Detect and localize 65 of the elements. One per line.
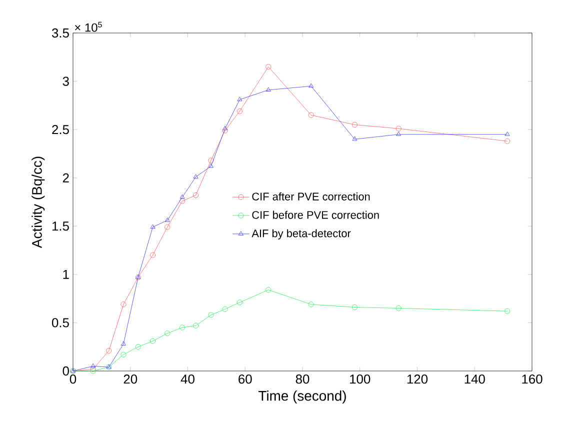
point	[266, 64, 272, 70]
point	[164, 224, 170, 230]
point	[308, 302, 314, 308]
legend-label: AIF by beta-detector	[252, 229, 351, 240]
y-tick-label: 2	[62, 173, 69, 182]
point	[106, 348, 112, 354]
point	[208, 312, 214, 318]
point	[164, 218, 170, 222]
point	[504, 308, 510, 314]
y-tick-label: 1.5	[52, 222, 69, 231]
point	[150, 224, 156, 229]
x-tick-label: 20	[124, 374, 138, 384]
point	[180, 198, 186, 204]
x-tick-label: 100	[350, 374, 370, 384]
point	[180, 194, 185, 199]
point	[352, 136, 358, 141]
point	[150, 252, 156, 258]
point	[222, 306, 228, 312]
x-tick-label: 0	[70, 374, 76, 384]
y-axis-title: Activity (Bq/cc)	[32, 156, 45, 248]
point	[90, 363, 96, 368]
x-tick-label: 120	[407, 374, 428, 384]
point	[352, 122, 358, 128]
point	[208, 158, 214, 164]
y-tick-label: 1	[63, 270, 69, 279]
point	[222, 128, 228, 134]
point	[237, 96, 242, 102]
x-tick-label: 160	[522, 374, 542, 384]
point	[222, 126, 228, 130]
legend-label: CIF after PVE correction	[252, 192, 370, 200]
y-tick-label: 0.5	[52, 318, 69, 328]
x-tick-label: 40	[180, 374, 194, 384]
point	[208, 163, 214, 168]
point	[193, 174, 198, 178]
point	[396, 305, 402, 312]
point	[236, 300, 242, 306]
x-tick-label: 140	[464, 374, 485, 384]
text: × 10$^{5}$	[75, 22, 102, 32]
point	[396, 126, 402, 132]
point	[236, 108, 242, 114]
point	[121, 341, 126, 346]
point	[192, 322, 199, 328]
x-axis-title: Time (second)	[258, 390, 346, 404]
point	[120, 302, 126, 308]
point	[504, 132, 510, 136]
y-tick-label: 3.5	[52, 28, 69, 38]
point	[120, 352, 126, 358]
legend-label: CIF before PVE correction	[252, 210, 379, 219]
y-tick-label: 0	[62, 366, 69, 376]
point	[396, 132, 402, 136]
point	[164, 330, 170, 336]
y-tick-label: 2.5	[52, 124, 69, 134]
point	[308, 83, 314, 88]
point	[150, 338, 156, 344]
point	[135, 344, 141, 350]
point	[352, 304, 358, 310]
point	[180, 324, 186, 330]
point	[504, 138, 510, 144]
point	[266, 87, 271, 92]
y-tick-label: 3	[62, 76, 69, 86]
point	[308, 112, 314, 118]
x-tick-label: 60	[238, 374, 252, 384]
point	[266, 287, 272, 293]
point	[192, 192, 199, 198]
x-tick-label: 80	[296, 374, 310, 384]
